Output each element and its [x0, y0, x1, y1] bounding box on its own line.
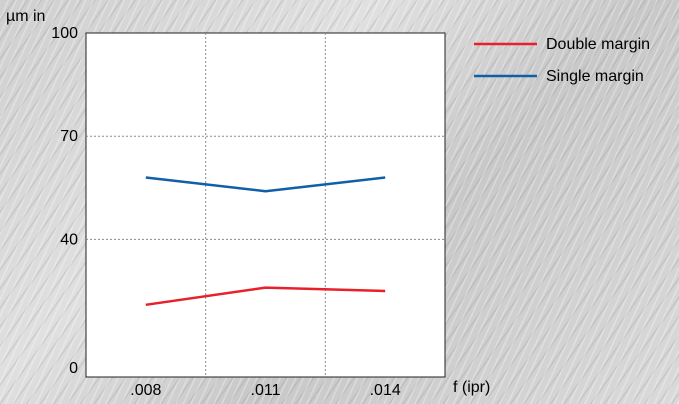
- legend-label: Single margin: [546, 68, 644, 85]
- grid-lines: [86, 33, 445, 377]
- tick-labels: 0 40 70 100 .008 .011 .014: [51, 25, 401, 399]
- x-axis-label: f (ipr): [453, 379, 490, 396]
- plot-area: [85, 32, 446, 378]
- legend: Double margin Single margin: [474, 36, 650, 85]
- series-line: [145, 176, 386, 193]
- series-line: [145, 286, 386, 307]
- y-tick-label: 100: [51, 25, 78, 42]
- x-tick-label: .008: [130, 382, 161, 399]
- y-axis-label: µm in: [6, 8, 45, 25]
- x-tick-label: .014: [370, 382, 401, 399]
- series-lines: [145, 176, 386, 307]
- y-tick-label: 70: [60, 128, 78, 145]
- legend-label: Double margin: [546, 36, 650, 53]
- x-tick-label: .011: [251, 382, 281, 399]
- y-tick-label: 40: [60, 231, 78, 248]
- y-tick-label: 0: [69, 360, 78, 377]
